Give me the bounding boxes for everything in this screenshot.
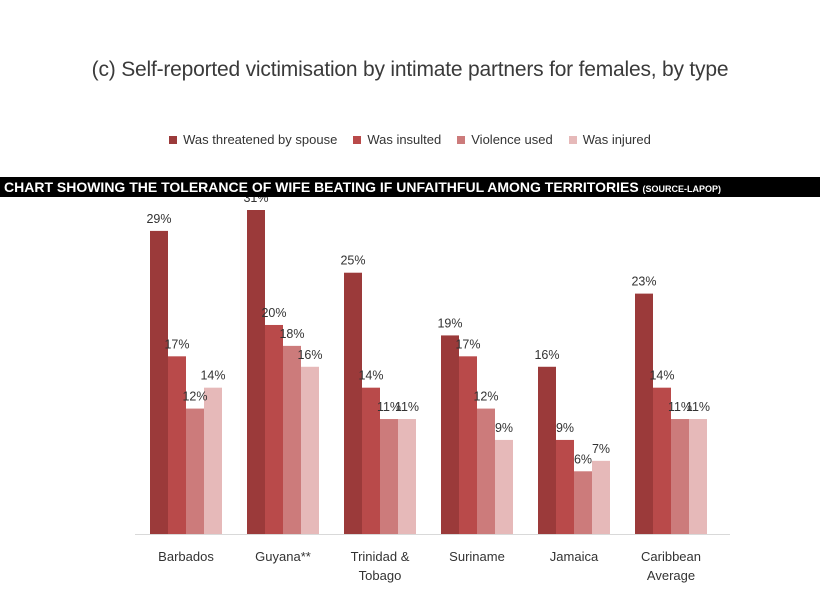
- data-label: 17%: [164, 337, 189, 351]
- category-label: Caribbean: [641, 549, 701, 564]
- bar: [283, 345, 301, 534]
- bar: [689, 419, 707, 534]
- legend-label: Violence used: [471, 132, 553, 147]
- bar: [556, 439, 574, 534]
- legend-swatch: [169, 135, 178, 144]
- data-label: 14%: [200, 369, 225, 383]
- data-label: 9%: [556, 421, 574, 435]
- data-label: 14%: [649, 369, 674, 383]
- caption-banner: CHART SHOWING THE TOLERANCE OF WIFE BEAT…: [0, 177, 820, 197]
- legend: Was threatened by spouse Was insulted Vi…: [0, 132, 820, 147]
- data-label: 14%: [358, 369, 383, 383]
- data-label: 9%: [495, 421, 513, 435]
- data-label: 29%: [146, 212, 171, 226]
- legend-swatch: [353, 135, 362, 144]
- data-label: 11%: [668, 400, 692, 414]
- bar: [538, 366, 556, 534]
- category-label: Jamaica: [550, 549, 599, 564]
- data-label: 23%: [631, 275, 656, 289]
- category-label: Average: [647, 568, 695, 583]
- chart-title: (c) Self-reported victimisation by intim…: [91, 58, 729, 81]
- bar: [186, 408, 204, 534]
- data-label: 12%: [182, 390, 207, 404]
- data-label: 20%: [261, 306, 286, 320]
- data-label: 18%: [279, 327, 304, 341]
- bar: [344, 272, 362, 534]
- category-label: Suriname: [449, 549, 505, 564]
- value-labels-group: 29%17%12%14%31%20%18%16%25%14%11%11%19%1…: [146, 191, 710, 466]
- legend-item: Was injured: [568, 132, 651, 147]
- legend-item: Was threatened by spouse: [169, 132, 337, 147]
- legend-item: Violence used: [457, 132, 553, 147]
- bar: [635, 293, 653, 534]
- bar: [168, 356, 186, 534]
- bar: [477, 408, 495, 534]
- bar: [204, 387, 222, 534]
- data-label: 6%: [574, 452, 592, 466]
- category-label: Tobago: [359, 568, 402, 583]
- bar: [247, 210, 265, 534]
- data-label: 19%: [437, 316, 462, 330]
- legend-swatch: [568, 135, 577, 144]
- bar: [653, 387, 671, 534]
- bar: [150, 230, 168, 534]
- bar: [380, 419, 398, 534]
- bar: [265, 324, 283, 534]
- banner-text: CHART SHOWING THE TOLERANCE OF WIFE BEAT…: [4, 179, 643, 195]
- legend-label: Was threatened by spouse: [183, 132, 338, 147]
- bar: [592, 460, 610, 534]
- legend-label: Was injured: [582, 132, 651, 147]
- bars-group: [150, 210, 707, 534]
- bar: [574, 471, 592, 534]
- bar: [495, 439, 513, 534]
- category-labels-group: Barbados Guyana** Trinidad & Tobago Suriname…: [158, 549, 701, 583]
- legend-item: Was insulted: [353, 132, 441, 147]
- data-label: 11%: [377, 400, 401, 414]
- data-label: 16%: [297, 348, 322, 362]
- bar: [441, 335, 459, 534]
- bar: [459, 356, 477, 534]
- data-label: 25%: [340, 254, 365, 268]
- category-label: Barbados: [158, 549, 214, 564]
- data-label: 12%: [473, 390, 498, 404]
- data-label: 17%: [455, 337, 480, 351]
- bar: [301, 366, 319, 534]
- data-label: 7%: [592, 442, 610, 456]
- data-label: 11%: [395, 400, 419, 414]
- bar: [362, 387, 380, 534]
- bar: [398, 419, 416, 534]
- banner-source: (SOURCE-LAPOP): [642, 184, 722, 194]
- category-label: Guyana**: [255, 549, 311, 564]
- category-label: Trinidad &: [351, 549, 410, 564]
- legend-label: Was insulted: [367, 132, 442, 147]
- legend-swatch: [457, 135, 466, 144]
- data-label: 16%: [534, 348, 559, 362]
- bar: [671, 419, 689, 534]
- data-label: 11%: [686, 400, 710, 414]
